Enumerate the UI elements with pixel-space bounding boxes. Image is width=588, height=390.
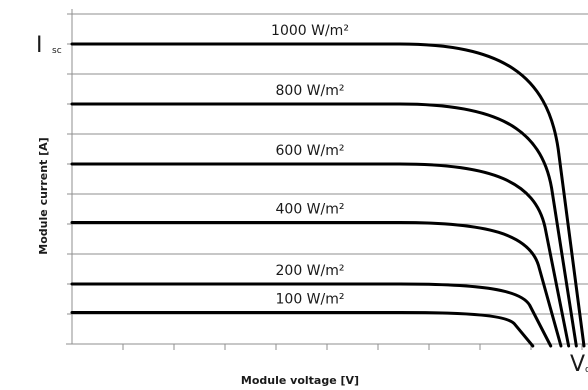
iv-curve-5 <box>70 311 535 348</box>
iv-curve-3 <box>70 221 563 348</box>
isc-marker-label: I <box>36 33 43 58</box>
y-axis-title: Module current [A] <box>37 137 50 254</box>
axes <box>66 9 588 350</box>
voc-marker-label: V <box>570 352 585 377</box>
series-label-1: 800 W/m² <box>276 83 345 99</box>
series-label-2: 600 W/m² <box>276 143 345 159</box>
series-label-3: 400 W/m² <box>276 202 345 218</box>
curves <box>70 42 586 348</box>
series-label-0: 1000 W/m² <box>271 23 349 39</box>
iv-curve-2 <box>70 162 571 348</box>
series-label-5: 100 W/m² <box>276 292 345 308</box>
iv-curve-4 <box>70 282 553 348</box>
voc-marker-subscript: oc <box>585 365 588 375</box>
series-label-4: 200 W/m² <box>276 263 345 279</box>
isc-marker-subscript: sc <box>52 46 62 56</box>
x-axis-title: Module voltage [V] <box>241 374 359 387</box>
iv-curve-1 <box>70 102 578 348</box>
series-labels: 1000 W/m² 800 W/m² 600 W/m² 400 W/m² 200 W/m… <box>271 23 349 308</box>
iv-curve-0 <box>70 42 586 348</box>
